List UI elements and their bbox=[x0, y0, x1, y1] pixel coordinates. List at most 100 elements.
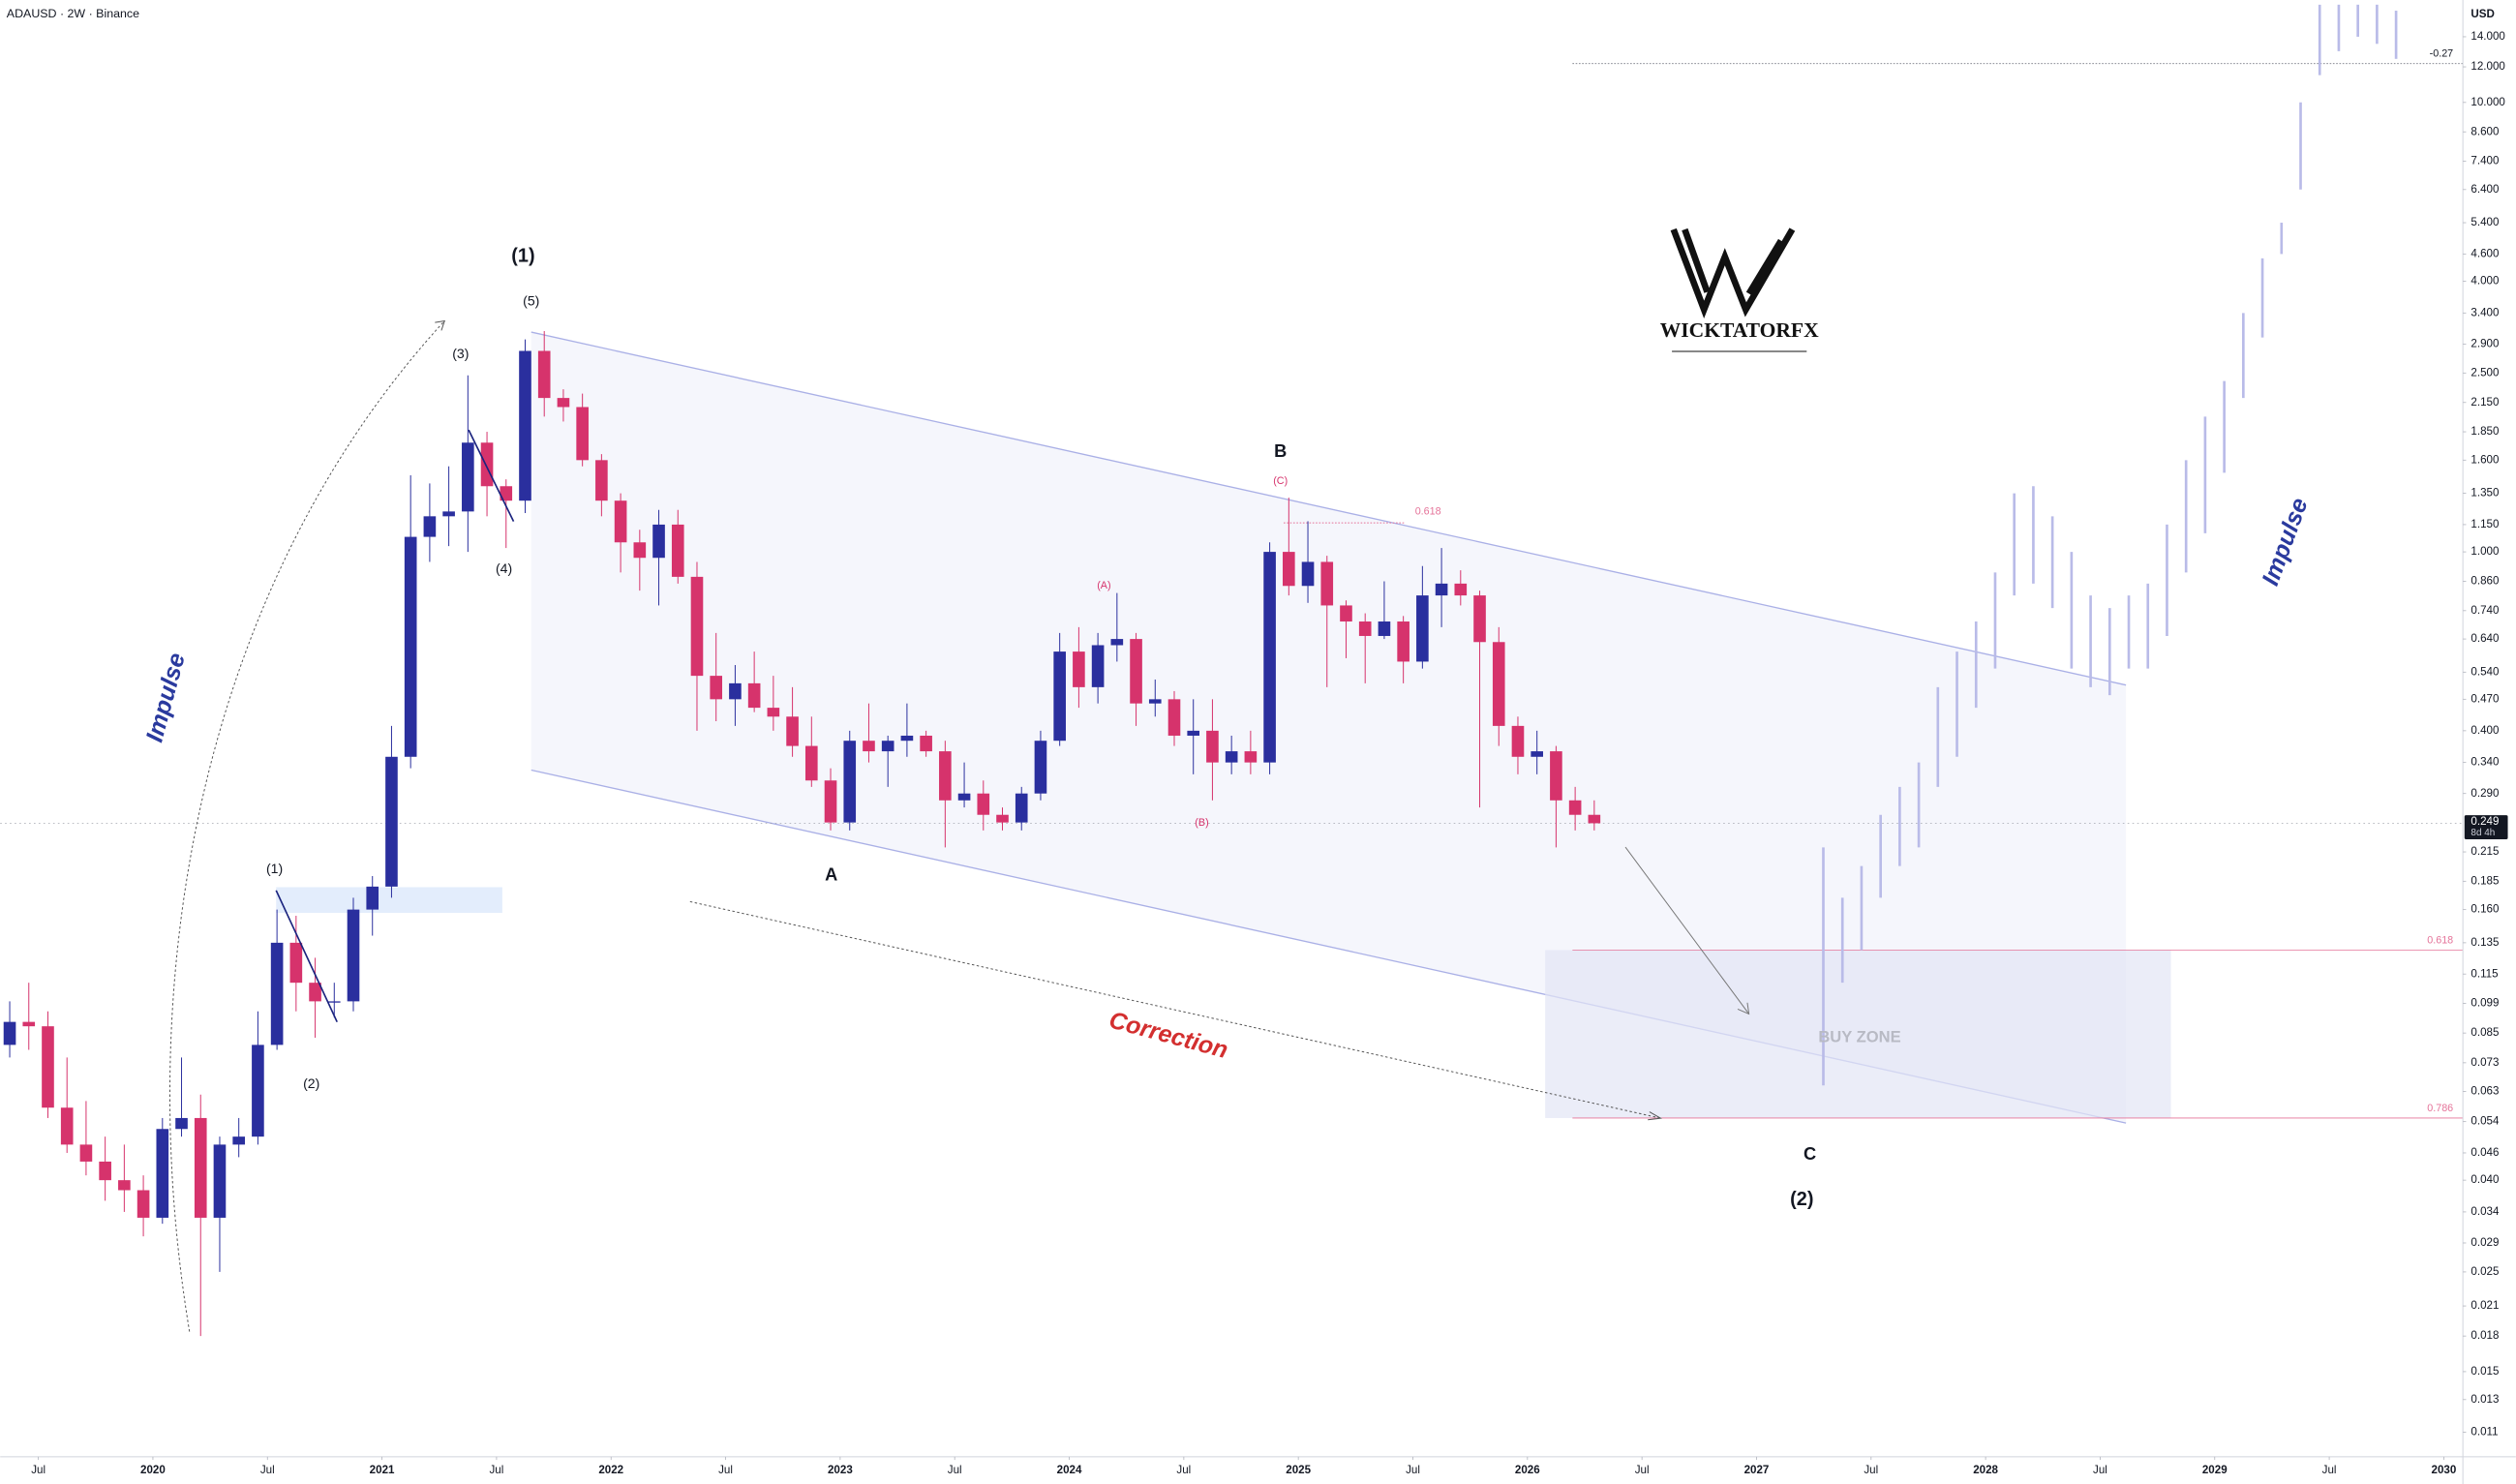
candle-body bbox=[42, 1026, 54, 1108]
y-tick-label: 1.850 bbox=[2471, 425, 2499, 438]
candle-body bbox=[500, 486, 513, 501]
candle-body bbox=[1378, 621, 1391, 636]
x-tick-label: 2028 bbox=[1973, 1464, 1998, 1476]
buy-zone-label: BUY ZONE bbox=[1818, 1028, 1900, 1046]
candle-body bbox=[1473, 595, 1486, 643]
candle-body bbox=[557, 398, 570, 408]
arc-arrow bbox=[169, 320, 445, 1332]
wave-label: (2) bbox=[1790, 1189, 1813, 1210]
candle-body bbox=[900, 735, 914, 742]
candle-body bbox=[480, 442, 494, 487]
candle-body bbox=[1110, 639, 1124, 646]
y-tick-label: 0.340 bbox=[2471, 756, 2499, 769]
y-tick-label: 0.011 bbox=[2471, 1426, 2498, 1439]
y-tick-label: 4.000 bbox=[2471, 275, 2499, 288]
candle-body bbox=[366, 886, 379, 910]
candle-body bbox=[671, 524, 684, 577]
x-tick-label: 2027 bbox=[1744, 1464, 1770, 1476]
candle-body bbox=[99, 1161, 111, 1181]
candle-body bbox=[939, 751, 952, 801]
y-tick-label: 8.600 bbox=[2471, 125, 2499, 137]
candle-body bbox=[729, 682, 742, 700]
candle-body bbox=[175, 1117, 188, 1130]
y-tick-label: 0.640 bbox=[2471, 632, 2499, 645]
candle-body bbox=[1225, 751, 1238, 763]
price-tag bbox=[2464, 815, 2508, 840]
candle-body bbox=[194, 1117, 207, 1218]
x-tick-label: 2030 bbox=[2432, 1464, 2457, 1476]
y-tick-label: 1.600 bbox=[2471, 453, 2499, 466]
candle-body bbox=[232, 1136, 245, 1145]
wave-label: (1) bbox=[266, 861, 283, 876]
candle-body bbox=[385, 756, 398, 887]
x-tick-label: Jul bbox=[489, 1464, 503, 1476]
candle-body bbox=[1550, 751, 1562, 801]
x-tick-label: 2029 bbox=[2202, 1464, 2228, 1476]
watermark: WICKTATORFX bbox=[1660, 318, 1819, 342]
channel-upper bbox=[530, 331, 2127, 686]
y-tick-label: 0.021 bbox=[2471, 1299, 2499, 1312]
candle-body bbox=[1340, 605, 1352, 622]
y-tick-label: 0.115 bbox=[2471, 967, 2498, 980]
candle-body bbox=[824, 780, 837, 823]
wave-label: C bbox=[1804, 1143, 1816, 1164]
candle-body bbox=[1435, 583, 1448, 596]
y-tick-label: 1.350 bbox=[2471, 487, 2499, 500]
y-tick-label: 7.400 bbox=[2471, 155, 2499, 167]
candle-body bbox=[1148, 699, 1162, 704]
subwave-label: (A) bbox=[1097, 580, 1110, 591]
candle-body bbox=[1244, 751, 1258, 763]
candle-body bbox=[1358, 621, 1372, 636]
symbol-header: ADAUSD · 2W · Binance bbox=[7, 7, 139, 20]
candle-body bbox=[1320, 561, 1334, 606]
y-tick-label: 0.013 bbox=[2471, 1393, 2499, 1406]
wave-label: B bbox=[1274, 440, 1287, 461]
y-tick-label: 0.290 bbox=[2471, 787, 2499, 800]
x-tick-label: Jul bbox=[718, 1464, 733, 1476]
candle-body bbox=[1053, 651, 1066, 742]
price-tag-label: 0.249 bbox=[2471, 815, 2499, 828]
candle-body bbox=[1263, 552, 1276, 763]
candle-body bbox=[996, 814, 1009, 823]
x-tick-label: Jul bbox=[1864, 1464, 1878, 1476]
x-tick-label: Jul bbox=[2322, 1464, 2337, 1476]
candle-body bbox=[442, 511, 455, 517]
candle-body bbox=[690, 576, 704, 677]
y-tick-label: 0.029 bbox=[2471, 1236, 2499, 1249]
candle-body bbox=[309, 983, 321, 1002]
candle-body bbox=[633, 542, 647, 559]
candle-body bbox=[652, 524, 665, 559]
candle-body bbox=[404, 536, 417, 757]
y-tick-label: 2.500 bbox=[2471, 366, 2499, 379]
candle-body bbox=[1454, 583, 1468, 596]
subwave-label: (B) bbox=[1195, 817, 1208, 829]
drawings-under bbox=[276, 331, 2171, 1124]
candle-body bbox=[118, 1180, 131, 1191]
candle-body bbox=[1492, 642, 1505, 726]
candle-body bbox=[576, 407, 589, 461]
y-tick-label: 0.160 bbox=[2471, 903, 2499, 916]
currency-label: USD bbox=[2471, 8, 2494, 20]
countdown: 8d 4h bbox=[2471, 828, 2495, 838]
y-tick-label: 0.860 bbox=[2471, 575, 2499, 588]
wave-label: (1) bbox=[511, 245, 534, 266]
candle-body bbox=[1073, 651, 1085, 687]
candle-body bbox=[1206, 730, 1219, 763]
candle-body bbox=[747, 682, 761, 709]
trend-line bbox=[468, 429, 515, 522]
y-tick-label: 2.150 bbox=[2471, 396, 2499, 409]
candle-body bbox=[462, 442, 474, 512]
zone-box bbox=[276, 887, 502, 914]
candle-body bbox=[1511, 725, 1525, 757]
fib-label: 0.618 bbox=[2427, 934, 2453, 946]
x-tick-label: Jul bbox=[1635, 1464, 1650, 1476]
y-tick-label: 0.025 bbox=[2471, 1265, 2499, 1278]
y-tick-label: 0.185 bbox=[2471, 874, 2499, 887]
fib-label: 0.786 bbox=[2427, 1103, 2453, 1114]
candle-body bbox=[977, 793, 990, 815]
candle-body bbox=[519, 350, 531, 501]
x-tick-label: 2025 bbox=[1286, 1464, 1311, 1476]
candle-body bbox=[1091, 645, 1105, 687]
candle-body bbox=[347, 909, 360, 1002]
